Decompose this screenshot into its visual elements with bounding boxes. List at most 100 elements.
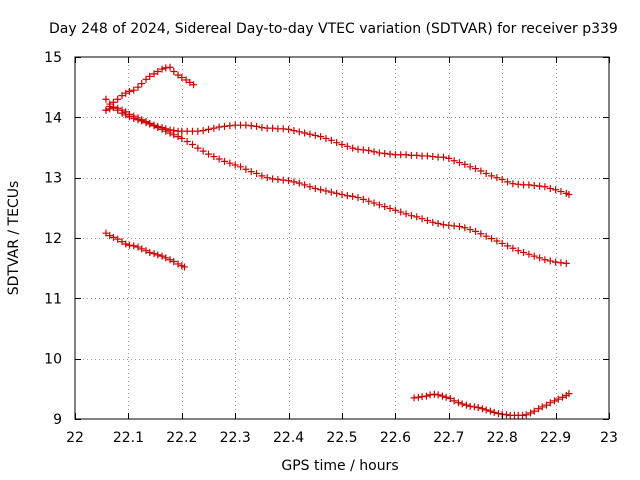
data-point bbox=[541, 256, 549, 264]
data-point bbox=[158, 252, 166, 260]
data-point bbox=[429, 218, 437, 226]
y-tick-label: 13 bbox=[44, 171, 62, 187]
data-point bbox=[554, 395, 562, 403]
data-point bbox=[301, 129, 309, 137]
data-point bbox=[439, 221, 447, 229]
data-point bbox=[438, 392, 446, 400]
y-tick-label: 10 bbox=[44, 352, 62, 368]
data-point bbox=[150, 121, 158, 129]
y-tick-label: 9 bbox=[53, 412, 62, 428]
data-point bbox=[546, 185, 554, 193]
series-arc-bottom bbox=[410, 390, 573, 419]
data-point bbox=[458, 400, 466, 408]
data-point bbox=[439, 153, 447, 161]
data-point bbox=[381, 203, 389, 211]
data-point bbox=[502, 411, 510, 419]
data-point bbox=[178, 134, 186, 142]
y-tick-label: 11 bbox=[44, 291, 62, 307]
data-point bbox=[430, 390, 438, 398]
data-point bbox=[470, 403, 478, 411]
data-point bbox=[274, 175, 282, 183]
data-point bbox=[426, 391, 434, 399]
data-point bbox=[509, 244, 517, 252]
data-point bbox=[295, 179, 303, 187]
data-point bbox=[488, 172, 496, 180]
data-point bbox=[488, 235, 496, 243]
data-point bbox=[183, 137, 191, 145]
data-point bbox=[253, 169, 261, 177]
data-point bbox=[333, 139, 341, 147]
data-point bbox=[525, 181, 533, 189]
data-point bbox=[461, 160, 469, 168]
data-point bbox=[114, 104, 122, 112]
data-point bbox=[102, 95, 110, 103]
data-point bbox=[118, 92, 126, 100]
data-point bbox=[237, 163, 245, 171]
data-point bbox=[199, 127, 207, 135]
data-point bbox=[504, 178, 512, 186]
data-point bbox=[138, 245, 146, 253]
data-point bbox=[170, 258, 178, 266]
data-point bbox=[455, 223, 463, 231]
grid bbox=[75, 57, 609, 419]
data-point bbox=[138, 80, 146, 88]
data-point bbox=[498, 239, 506, 247]
data-point bbox=[301, 181, 309, 189]
data-point bbox=[413, 213, 421, 221]
data-point bbox=[205, 150, 212, 158]
data-point bbox=[130, 112, 138, 120]
data-point bbox=[134, 243, 142, 251]
data-point bbox=[186, 78, 194, 86]
data-point bbox=[514, 180, 522, 188]
x-tick-label: 22.7 bbox=[433, 430, 464, 446]
data-point bbox=[370, 148, 378, 156]
data-point bbox=[418, 215, 426, 223]
data-point bbox=[477, 230, 485, 238]
data-point bbox=[106, 105, 114, 113]
data-point bbox=[178, 74, 186, 82]
x-tick-label: 22.6 bbox=[380, 430, 411, 446]
data-point bbox=[343, 192, 351, 200]
data-point bbox=[279, 176, 287, 184]
data-point bbox=[154, 251, 162, 259]
data-point bbox=[397, 208, 405, 216]
data-point bbox=[146, 119, 154, 127]
data-point bbox=[188, 140, 196, 148]
data-point bbox=[434, 220, 442, 228]
data-point bbox=[174, 71, 182, 79]
data-point bbox=[295, 128, 303, 136]
data-point bbox=[146, 72, 154, 80]
y-tick-label: 12 bbox=[44, 231, 62, 247]
data-point bbox=[482, 169, 490, 177]
data-point bbox=[317, 133, 325, 141]
data-point bbox=[402, 210, 410, 218]
data-point bbox=[122, 108, 130, 116]
data-point bbox=[130, 86, 138, 94]
data-point bbox=[122, 89, 130, 97]
data-point bbox=[462, 401, 470, 409]
y-tick-label: 15 bbox=[44, 50, 62, 66]
data-point bbox=[557, 259, 565, 267]
data-point bbox=[102, 106, 110, 114]
x-tick-label: 22 bbox=[66, 430, 84, 446]
data-point bbox=[343, 142, 351, 150]
data-point bbox=[311, 185, 319, 193]
data-point bbox=[338, 140, 346, 148]
x-tick-label: 22.9 bbox=[540, 430, 571, 446]
data-point bbox=[546, 399, 554, 407]
data-point bbox=[122, 240, 130, 248]
data-point bbox=[509, 180, 517, 188]
data-point bbox=[551, 397, 559, 405]
data-point bbox=[333, 189, 341, 197]
data-point bbox=[338, 191, 346, 199]
y-axis-label: SDTVAR / TECUs bbox=[6, 181, 22, 296]
data-point bbox=[514, 247, 522, 255]
data-point bbox=[306, 183, 314, 191]
data-point bbox=[327, 188, 335, 196]
data-point bbox=[125, 241, 133, 249]
data-point bbox=[263, 174, 271, 182]
data-point bbox=[253, 122, 261, 130]
x-tick-label: 22.2 bbox=[166, 430, 197, 446]
data-point bbox=[114, 235, 122, 243]
x-tick-label: 23 bbox=[600, 430, 618, 446]
